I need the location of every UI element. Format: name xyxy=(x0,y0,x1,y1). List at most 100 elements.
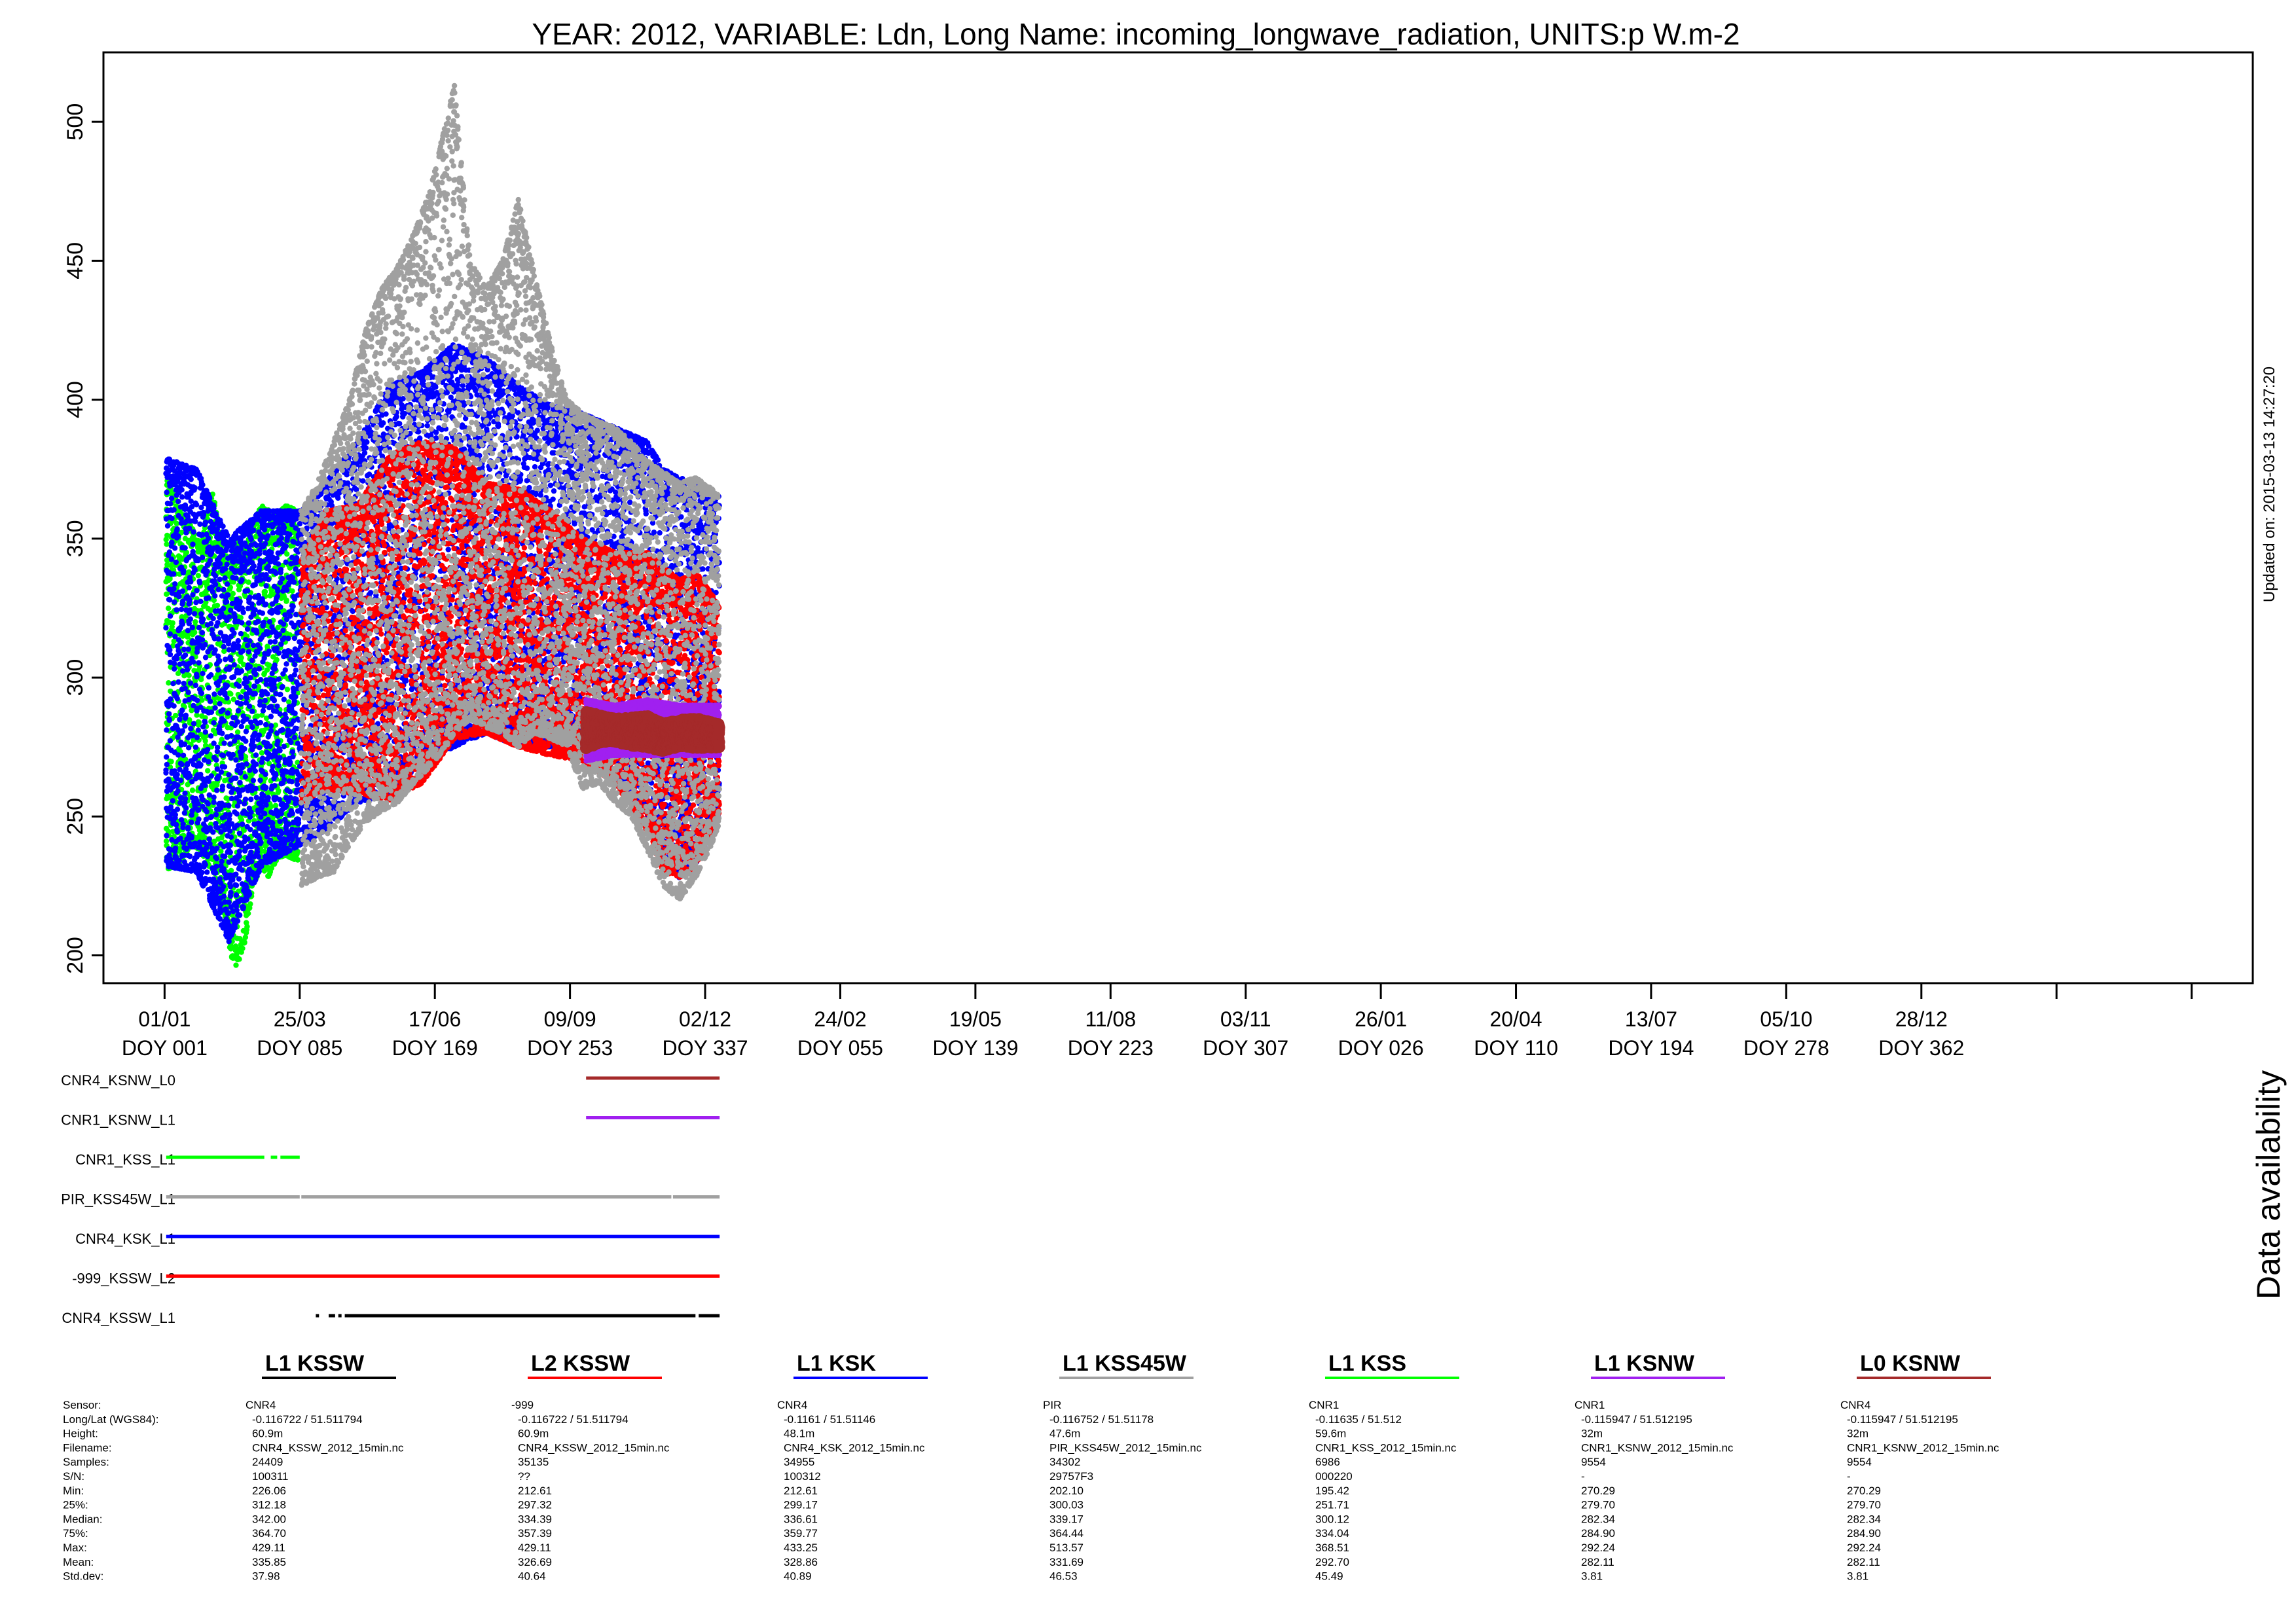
data-point xyxy=(282,696,287,702)
data-point xyxy=(234,882,239,888)
data-point xyxy=(270,764,275,769)
data-point xyxy=(180,588,185,594)
data-point xyxy=(233,776,238,781)
data-point xyxy=(254,630,259,636)
data-point xyxy=(202,719,208,725)
data-point xyxy=(215,667,221,672)
data-point xyxy=(203,519,208,524)
data-point xyxy=(175,696,180,701)
data-point xyxy=(272,685,277,691)
data-point xyxy=(240,609,246,615)
data-point xyxy=(183,805,189,810)
data-point xyxy=(177,641,183,646)
data-point xyxy=(244,924,249,929)
data-point xyxy=(236,876,242,881)
data-point xyxy=(185,667,190,672)
data-point xyxy=(215,745,220,750)
data-point xyxy=(283,560,288,565)
data-point xyxy=(249,859,254,864)
data-point xyxy=(220,707,225,712)
data-point xyxy=(263,772,268,777)
data-point xyxy=(239,724,244,729)
data-point xyxy=(184,846,189,851)
data-point xyxy=(177,717,182,722)
data-point xyxy=(255,846,260,852)
data-point xyxy=(172,507,177,513)
data-point xyxy=(182,791,187,796)
data-point xyxy=(280,628,285,633)
data-point xyxy=(180,728,185,733)
data-point xyxy=(175,788,180,793)
data-point xyxy=(217,658,222,663)
data-point xyxy=(283,661,289,666)
data-point xyxy=(297,657,302,662)
data-point xyxy=(249,602,255,607)
data-point xyxy=(258,677,263,682)
data-point xyxy=(263,583,268,588)
data-point xyxy=(213,573,218,579)
data-point xyxy=(196,720,202,725)
data-point xyxy=(214,846,219,851)
data-point xyxy=(291,604,296,609)
data-point xyxy=(175,752,181,757)
data-point xyxy=(223,657,228,662)
data-point xyxy=(246,649,251,654)
data-point xyxy=(247,827,253,832)
data-point xyxy=(181,568,186,573)
data-point xyxy=(248,797,253,802)
data-point xyxy=(284,551,289,556)
data-point xyxy=(206,535,211,541)
data-point xyxy=(289,779,295,784)
data-point xyxy=(251,778,256,783)
data-point xyxy=(191,721,196,726)
data-point xyxy=(188,579,193,585)
data-point xyxy=(164,762,170,767)
data-point xyxy=(247,704,252,709)
data-point xyxy=(287,613,293,619)
data-point xyxy=(257,645,263,651)
data-point xyxy=(263,541,268,546)
data-point xyxy=(230,591,236,596)
data-point xyxy=(285,636,291,641)
data-point xyxy=(179,487,185,492)
data-point xyxy=(175,679,181,685)
data-point xyxy=(292,711,297,716)
data-point xyxy=(222,764,227,769)
data-point xyxy=(190,541,195,547)
data-point xyxy=(183,796,188,801)
plot-area xyxy=(163,83,725,968)
data-point xyxy=(206,801,211,806)
data-point xyxy=(240,821,245,827)
data-point xyxy=(192,485,198,490)
data-point xyxy=(268,723,274,729)
data-point xyxy=(243,738,248,744)
data-point xyxy=(247,675,253,680)
data-point xyxy=(213,812,219,817)
data-point xyxy=(200,637,205,642)
data-point xyxy=(247,892,252,897)
data-point xyxy=(206,778,211,784)
data-point xyxy=(282,744,287,749)
data-point xyxy=(263,785,268,790)
data-point xyxy=(238,631,244,636)
data-point xyxy=(179,494,185,499)
data-point xyxy=(287,789,293,794)
data-point xyxy=(185,825,191,830)
data-point xyxy=(238,701,244,706)
data-point xyxy=(263,698,268,703)
data-point xyxy=(175,526,180,532)
data-point xyxy=(264,691,270,696)
data-point xyxy=(183,653,188,658)
data-point xyxy=(226,772,231,777)
data-point xyxy=(215,603,220,608)
data-point xyxy=(292,636,297,641)
data-point xyxy=(266,577,271,582)
data-point xyxy=(275,609,280,615)
data-point xyxy=(272,639,278,644)
data-point xyxy=(268,550,274,555)
data-point xyxy=(277,632,282,637)
data-point xyxy=(236,854,242,859)
data-point xyxy=(167,597,172,602)
data-point xyxy=(221,884,226,889)
data-point xyxy=(221,893,227,899)
